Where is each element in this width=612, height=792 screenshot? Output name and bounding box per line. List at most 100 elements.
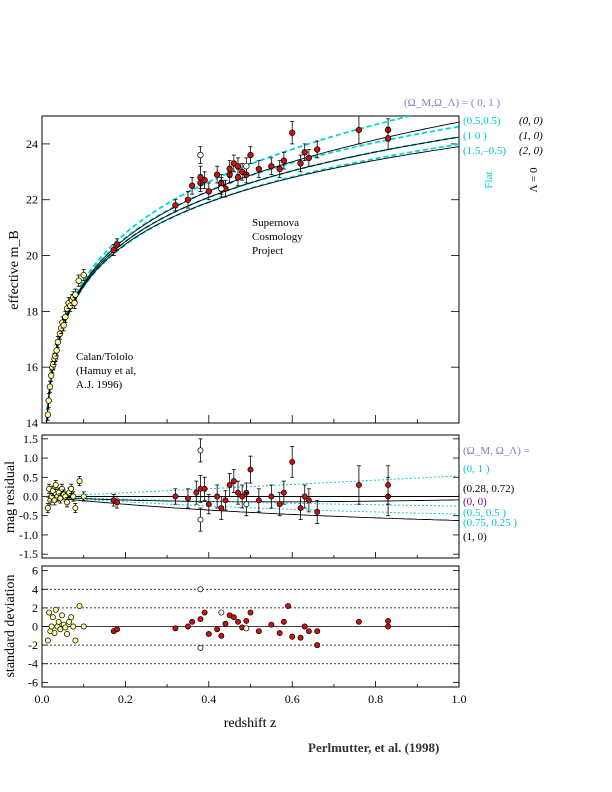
residual-point-excl-0 [197, 438, 204, 463]
residual-point-calan-16 [70, 491, 77, 502]
residual-point-scp-8 [214, 484, 221, 509]
residual-model-curve-0 [46, 475, 459, 497]
residual-point-scp-23 [301, 484, 308, 509]
sigma-point-scp-26 [314, 642, 321, 649]
sigma-point-calan-0 [44, 637, 51, 644]
sigma-point-scp-4 [189, 618, 196, 625]
hubble-y-tick-label-4: 22 [26, 193, 38, 207]
residual-point-scp-28 [385, 465, 392, 505]
residual-point-scp-18 [268, 484, 275, 509]
residual-model-curve-3 [46, 496, 459, 507]
hubble-point-s1-14 [226, 160, 233, 178]
hubble-legend-flat: Flat [483, 171, 495, 188]
residual-point-calan-1 [46, 483, 53, 494]
residual-point-scp-13 [235, 480, 241, 505]
sigma-point-scp-8 [214, 626, 221, 633]
hubble-point-s1-3 [184, 190, 192, 209]
sigma-point-scp-15 [243, 617, 250, 624]
credit-text: Perlmutter, et al. (1998) [308, 740, 439, 755]
hubble-point-s1-1 [113, 238, 121, 251]
sigma-point-scp-25 [305, 628, 312, 635]
hubble-point-s1-17 [234, 157, 242, 176]
sigma-y-tick-label-2: 2 [32, 601, 38, 615]
hubble-legend-right-2: (1, 0) [519, 130, 543, 142]
hubble-point-s0-2 [46, 380, 54, 393]
hubble-point-s2-0 [197, 146, 204, 164]
sigma-point-scp-22 [289, 633, 296, 640]
hubble-legend-right-3: (2, 0) [519, 145, 543, 157]
x-tick-label-1: 0.2 [118, 692, 133, 706]
residual-point-scp-14 [239, 484, 246, 509]
residual-point-scp-21 [289, 446, 296, 478]
sigma-point-scp-27 [314, 628, 321, 635]
residual-point-scp-11 [226, 473, 233, 497]
hubble-point-s1-20 [247, 146, 254, 164]
hubble-point-s1-25 [289, 121, 296, 145]
sigma-point-scp-30 [385, 617, 392, 624]
residual-point-calan-19 [80, 491, 87, 502]
sigma-point-calan-3 [48, 623, 55, 630]
sigma-point-scp-29 [385, 623, 392, 630]
sigma-point-scp-2 [172, 625, 179, 632]
residual-point-excl-1 [197, 507, 204, 532]
hubble-y-tick-label-3: 20 [26, 249, 38, 263]
calan-annotation: Calan/Tololo (Hamuy et al, A.J. 1996) [76, 351, 136, 391]
hubble-point-s1-32 [384, 126, 392, 150]
residual-point-excl-2 [243, 492, 250, 517]
hubble-legend-row-2: (1 0 ) [463, 130, 487, 142]
sigma-point-scp-10 [222, 620, 229, 627]
sigma-y-tick-label-6: -6 [28, 675, 38, 689]
sigma-point-scp-9 [218, 632, 225, 639]
x-tick-label-4: 0.8 [368, 692, 383, 706]
sigma-point-scp-19 [276, 630, 283, 636]
x-tick-label-2: 0.4 [201, 692, 216, 706]
sigma-point-scp-5 [197, 616, 204, 623]
sigma-point-calan-13 [64, 630, 70, 637]
hubble-legend-right-1: (0, 0) [519, 115, 543, 127]
hubble-point-s1-8 [205, 182, 212, 201]
scp-annotation-line-1: Supernova [252, 217, 299, 229]
hubble-point-s0-3 [48, 369, 55, 382]
residual-point-calan-13 [64, 497, 70, 508]
hubble-point-s0-0 [44, 408, 51, 421]
sigma-y-axis-label: standard deviation [3, 574, 18, 677]
sigma-point-excl-1 [197, 644, 204, 651]
hubble-point-s2-2 [243, 157, 250, 176]
sigma-point-calan-12 [62, 624, 69, 631]
hubble-legend-header: (Ω_M,Ω_Λ) = ( 0, 1 ) [404, 97, 501, 109]
hubble-y-axis-label: effective m_B [7, 230, 22, 309]
hubble-point-s1-7 [201, 171, 208, 189]
sigma-point-scp-28 [355, 618, 362, 625]
residual-point-scp-7 [205, 494, 212, 515]
sigma-reference-lines [42, 588, 459, 665]
residual-point-calan-17 [72, 503, 79, 514]
residual-point-scp-16 [247, 455, 254, 484]
hubble-point-s0-13 [60, 319, 67, 332]
hubble-point-s2-1 [218, 179, 225, 198]
residual-point-scp-10 [222, 490, 229, 511]
sigma-point-scp-6 [201, 609, 208, 616]
residual-point-scp-26 [355, 465, 362, 505]
sigma-point-calan-18 [76, 603, 83, 609]
hubble-panel: 14 16 18 20 22 24 effective m_B Supernova Cos… [7, 97, 543, 430]
sigma-y-tick-label-3: 0 [32, 620, 38, 634]
hubble-point-s1-4 [188, 176, 196, 195]
residual-point-scp-5 [197, 474, 204, 503]
calan-annotation-line-3: A.J. 1996) [76, 379, 122, 391]
hubble-point-s1-24 [280, 151, 288, 170]
hubble-point-s1-9 [213, 165, 221, 184]
hubble-y-tick-label-1: 16 [26, 360, 38, 374]
sigma-point-calan-6 [52, 606, 59, 613]
residual-point-scp-1 [114, 496, 121, 509]
sigma-point-scp-16 [247, 609, 254, 616]
sigma-point-scp-1 [114, 626, 121, 633]
scp-annotation-line-2: Cosmology [252, 231, 303, 243]
hubble-legend-row-3: (1.5,–0.5) [463, 145, 506, 157]
residual-point-scp-9 [218, 496, 225, 520]
calan-annotation-line-2: (Hamuy et al, [76, 365, 136, 377]
residual-point-scp-25 [314, 499, 321, 524]
sigma-panel: 6 4 2 0 -2 -4 -6 0.0 0.2 0.4 0.6 0.8 1.0 standard d… [3, 564, 467, 731]
sigma-point-calan-8 [55, 618, 62, 625]
sigma-y-tick-label-0: 6 [32, 564, 38, 578]
